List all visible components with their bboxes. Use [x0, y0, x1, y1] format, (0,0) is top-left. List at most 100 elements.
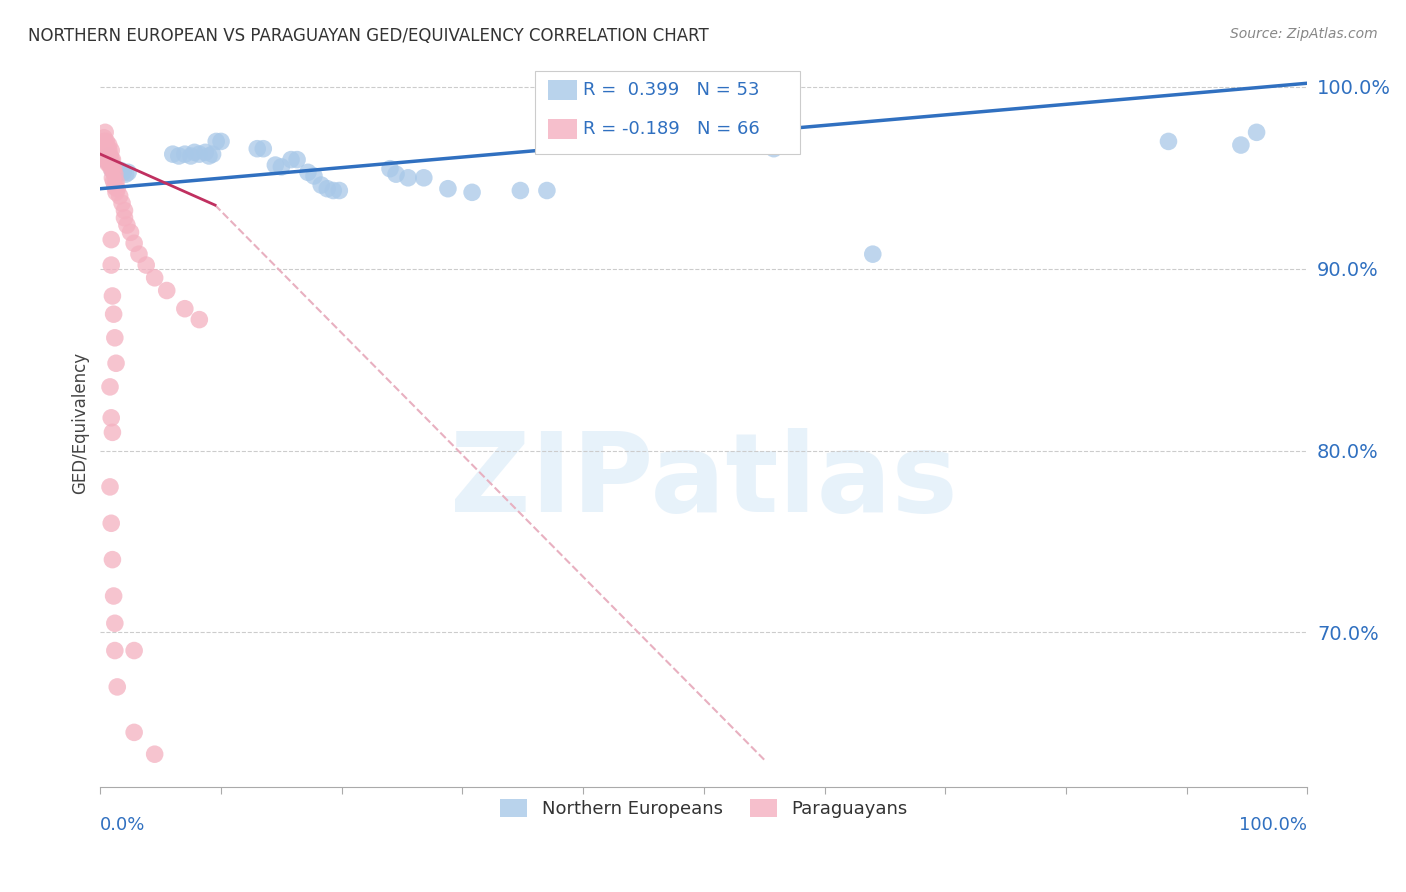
Point [115, 218, 138, 232]
Point [762, 142, 785, 156]
Point [100, 516, 122, 531]
Point [103, 307, 125, 321]
Text: R = -0.189   N = 66: R = -0.189 N = 66 [583, 120, 759, 137]
Point [704, 135, 727, 149]
Point [209, 135, 232, 149]
Point [862, 247, 884, 261]
Point [437, 182, 460, 196]
Y-axis label: GED/Equivalency: GED/Equivalency [72, 352, 89, 494]
Point [105, 182, 128, 196]
Point [94, 144, 117, 158]
Point [135, 258, 157, 272]
Legend: Northern Europeans, Paraguayans: Northern Europeans, Paraguayans [494, 791, 915, 825]
Point [108, 189, 131, 203]
Point [536, 184, 558, 198]
Point [93, 130, 115, 145]
Point [100, 161, 122, 176]
Point [378, 161, 401, 176]
Point [114, 203, 136, 218]
Point [385, 167, 408, 181]
Point [105, 161, 128, 176]
Point [122, 236, 145, 251]
Point [114, 167, 136, 181]
Point [183, 145, 205, 160]
Point [114, 211, 136, 225]
FancyBboxPatch shape [548, 80, 576, 100]
Point [143, 747, 166, 762]
Point [117, 165, 139, 179]
Point [396, 170, 419, 185]
Point [110, 163, 132, 178]
Point [97, 147, 120, 161]
Point [156, 284, 179, 298]
Point [412, 170, 434, 185]
Point [103, 161, 125, 176]
Point [98, 480, 121, 494]
Point [316, 182, 339, 196]
Point [97, 156, 120, 170]
Point [97, 149, 120, 163]
Point [107, 165, 129, 179]
Point [98, 156, 121, 170]
Text: ZIPatlas: ZIPatlas [450, 428, 957, 535]
Point [97, 144, 120, 158]
Point [96, 135, 118, 149]
Point [270, 160, 292, 174]
Point [104, 180, 127, 194]
Point [201, 147, 224, 161]
Point [101, 170, 124, 185]
Point [112, 165, 135, 179]
Point [101, 425, 124, 440]
Point [252, 142, 274, 156]
Point [509, 184, 531, 198]
Point [173, 147, 195, 161]
Point [143, 270, 166, 285]
Point [96, 147, 118, 161]
Point [97, 142, 120, 156]
Point [100, 233, 122, 247]
Point [104, 167, 127, 181]
Point [285, 153, 308, 167]
Point [101, 161, 124, 176]
Point [205, 135, 228, 149]
Point [97, 156, 120, 170]
Text: 0.0%: 0.0% [100, 816, 146, 834]
Point [104, 616, 127, 631]
Point [167, 149, 190, 163]
Point [100, 258, 122, 272]
Point [461, 186, 484, 200]
Point [297, 165, 319, 179]
Point [100, 153, 122, 167]
Point [100, 144, 122, 158]
Point [1157, 135, 1180, 149]
Point [96, 138, 118, 153]
Point [128, 247, 150, 261]
Point [1230, 138, 1253, 153]
Point [194, 145, 217, 160]
Point [103, 160, 125, 174]
Point [96, 153, 118, 167]
Point [103, 589, 125, 603]
Point [322, 184, 344, 198]
Point [97, 138, 120, 153]
FancyBboxPatch shape [548, 119, 576, 139]
Point [105, 186, 128, 200]
Point [264, 158, 287, 172]
Point [98, 380, 121, 394]
Text: Source: ZipAtlas.com: Source: ZipAtlas.com [1230, 27, 1378, 41]
Point [122, 725, 145, 739]
Point [173, 301, 195, 316]
Point [120, 225, 142, 239]
Text: NORTHERN EUROPEAN VS PARAGUAYAN GED/EQUIVALENCY CORRELATION CHART: NORTHERN EUROPEAN VS PARAGUAYAN GED/EQUI… [28, 27, 709, 45]
Point [111, 196, 134, 211]
Point [302, 169, 325, 183]
Point [101, 153, 124, 167]
Point [1246, 125, 1268, 139]
Point [188, 312, 211, 326]
Point [198, 149, 221, 163]
Point [98, 149, 121, 163]
Point [104, 643, 127, 657]
Point [100, 410, 122, 425]
Point [104, 331, 127, 345]
Point [94, 125, 117, 139]
